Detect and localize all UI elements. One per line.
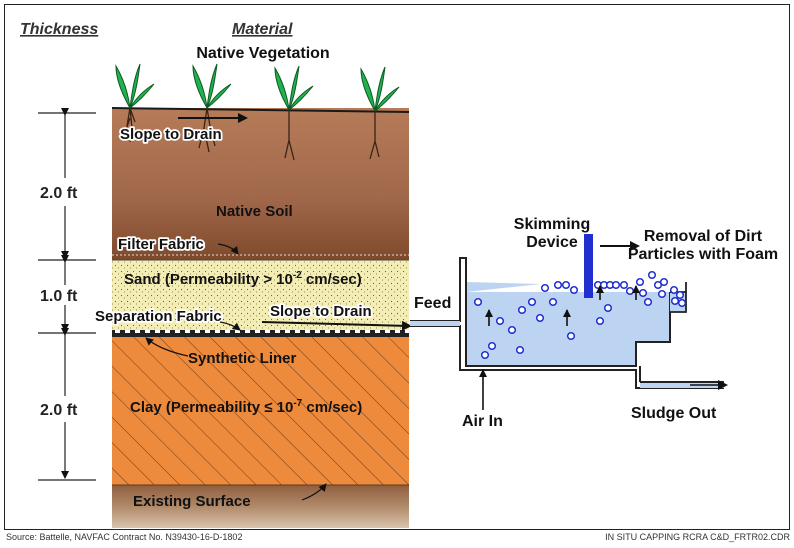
sludge-out-label: Sludge Out	[631, 405, 717, 422]
native-soil-layer	[112, 108, 409, 260]
material-header: Material	[232, 21, 293, 38]
doc-id-footer: IN SITU CAPPING RCRA C&D_FRTR02.CDR	[605, 532, 790, 542]
clay-label: Clay (Permeability ≤ 10-7 cm/sec)	[130, 398, 362, 416]
skimming-device	[584, 234, 593, 298]
slope-mid-label: Slope to Drain	[270, 303, 372, 320]
sand-layer	[112, 260, 409, 332]
plant-icons	[115, 63, 400, 161]
existing-surface-layer	[112, 485, 409, 528]
bubbles	[473, 270, 687, 360]
thickness-mid-label: 1.0 ft	[40, 288, 78, 305]
source-footer: Source: Battelle, NAVFAC Contract No. N3…	[6, 532, 243, 542]
vegetation-label: Native Vegetation	[196, 45, 329, 62]
separation-fabric-label: Separation Fabric	[95, 308, 222, 325]
thickness-bottom-label: 2.0 ft	[40, 402, 78, 419]
dimension-lines	[38, 108, 96, 481]
synthetic-liner-label: Synthetic Liner	[188, 350, 297, 367]
slope-top-label: Slope to Drain	[120, 126, 222, 143]
existing-surface-label: Existing Surface	[133, 493, 251, 510]
skimming-label-1: Skimming	[514, 216, 590, 233]
air-in-label: Air In	[462, 413, 503, 430]
separation-fabric-stripe	[112, 330, 409, 333]
air-arrows	[479, 285, 640, 410]
flotation-tank	[410, 257, 728, 390]
clay-layer	[112, 337, 409, 485]
thickness-header: Thickness	[20, 21, 98, 38]
diagram-frame	[4, 4, 790, 530]
thickness-top-label: 2.0 ft	[40, 185, 78, 202]
removal-label-2: Particles with Foam	[628, 246, 778, 263]
removal-label-1: Removal of Dirt	[644, 228, 763, 245]
skimming-label-2: Device	[526, 234, 578, 251]
ground-surface-line	[111, 107, 410, 113]
sand-label: Sand (Permeability > 10-2 cm/sec)	[124, 270, 362, 288]
feed-label: Feed	[414, 295, 451, 312]
native-soil-label: Native Soil	[216, 203, 293, 220]
filter-fabric-label: Filter Fabric	[118, 236, 204, 253]
synthetic-liner-band	[112, 333, 409, 337]
slope-arrow-mid	[261, 320, 412, 331]
